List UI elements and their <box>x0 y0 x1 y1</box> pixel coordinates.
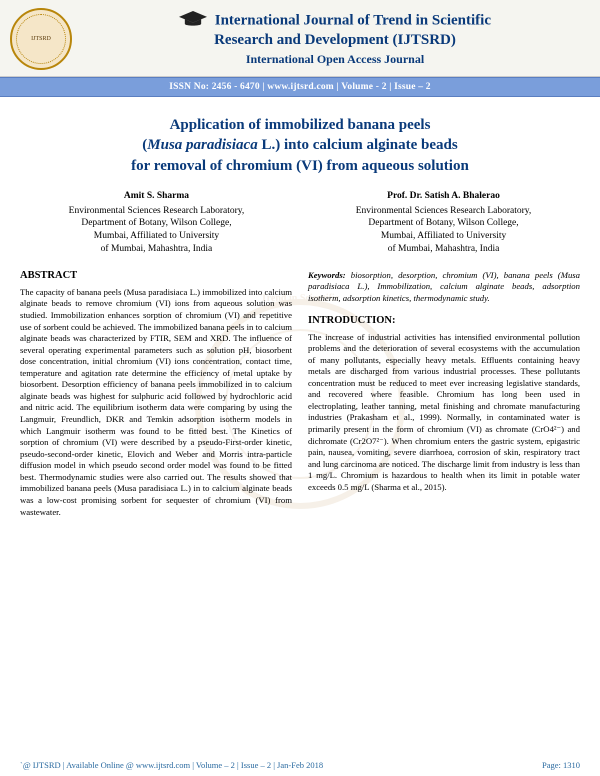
journal-subtitle: International Open Access Journal <box>80 52 590 67</box>
body-columns: ABSTRACT The capacity of banana peels (M… <box>20 270 580 518</box>
keywords-text: biosorption, desorption, chromium (VI), … <box>308 270 580 303</box>
journal-header: IJTSRD International Journal of Trend in… <box>0 0 600 77</box>
author-left-aff1: Environmental Sciences Research Laborato… <box>24 205 289 218</box>
author-right-name: Prof. Dr. Satish A. Bhalerao <box>311 190 576 203</box>
journal-title-line2: Research and Development (IJTSRD) <box>214 32 456 48</box>
author-right-aff3: Mumbai, Affiliated to University <box>311 230 576 243</box>
page-footer: `@ IJTSRD | Available Online @ www.ijtsr… <box>0 760 600 770</box>
abstract-text: The capacity of banana peels (Musa parad… <box>20 287 292 518</box>
column-right: Keywords: biosorption, desorption, chrom… <box>308 270 580 518</box>
author-right: Prof. Dr. Satish A. Bhalerao Environment… <box>311 190 576 256</box>
author-left-aff3: Mumbai, Affiliated to University <box>24 230 289 243</box>
issn-bar: ISSN No: 2456 - 6470 | www.ijtsrd.com | … <box>0 77 600 97</box>
keywords-label: Keywords: <box>308 270 346 280</box>
logo-text: IJTSRD <box>31 36 51 42</box>
abstract-heading: ABSTRACT <box>20 270 292 281</box>
journal-logo: IJTSRD <box>10 8 72 70</box>
title-line1: Application of immobilized banana peels <box>170 117 431 133</box>
grad-cap-icon <box>179 11 207 31</box>
journal-title: International Journal of Trend in Scient… <box>80 11 590 50</box>
authors-block: Amit S. Sharma Environmental Sciences Re… <box>24 190 576 256</box>
author-left: Amit S. Sharma Environmental Sciences Re… <box>24 190 289 256</box>
author-right-aff2: Department of Botany, Wilson College, <box>311 217 576 230</box>
keywords-block: Keywords: biosorption, desorption, chrom… <box>308 270 580 305</box>
title-species: Musa paradisiaca <box>147 137 257 153</box>
introduction-text: The increase of industrial activities ha… <box>308 332 580 494</box>
author-left-name: Amit S. Sharma <box>24 190 289 203</box>
header-text-block: International Journal of Trend in Scient… <box>80 11 590 67</box>
author-left-aff4: of Mumbai, Mahashtra, India <box>24 243 289 256</box>
footer-left: `@ IJTSRD | Available Online @ www.ijtsr… <box>20 760 323 770</box>
paper-title: Application of immobilized banana peels … <box>20 115 580 176</box>
journal-title-line1: International Journal of Trend in Scient… <box>215 13 491 29</box>
author-right-aff1: Environmental Sciences Research Laborato… <box>311 205 576 218</box>
footer-right: Page: 1310 <box>542 760 580 770</box>
column-left: ABSTRACT The capacity of banana peels (M… <box>20 270 292 518</box>
introduction-heading: INTRODUCTION: <box>308 315 580 326</box>
title-line3: for removal of chromium (VI) from aqueou… <box>131 158 469 174</box>
title-line2b: L.) into calcium alginate beads <box>258 137 458 153</box>
author-left-aff2: Department of Botany, Wilson College, <box>24 217 289 230</box>
author-right-aff4: of Mumbai, Mahashtra, India <box>311 243 576 256</box>
